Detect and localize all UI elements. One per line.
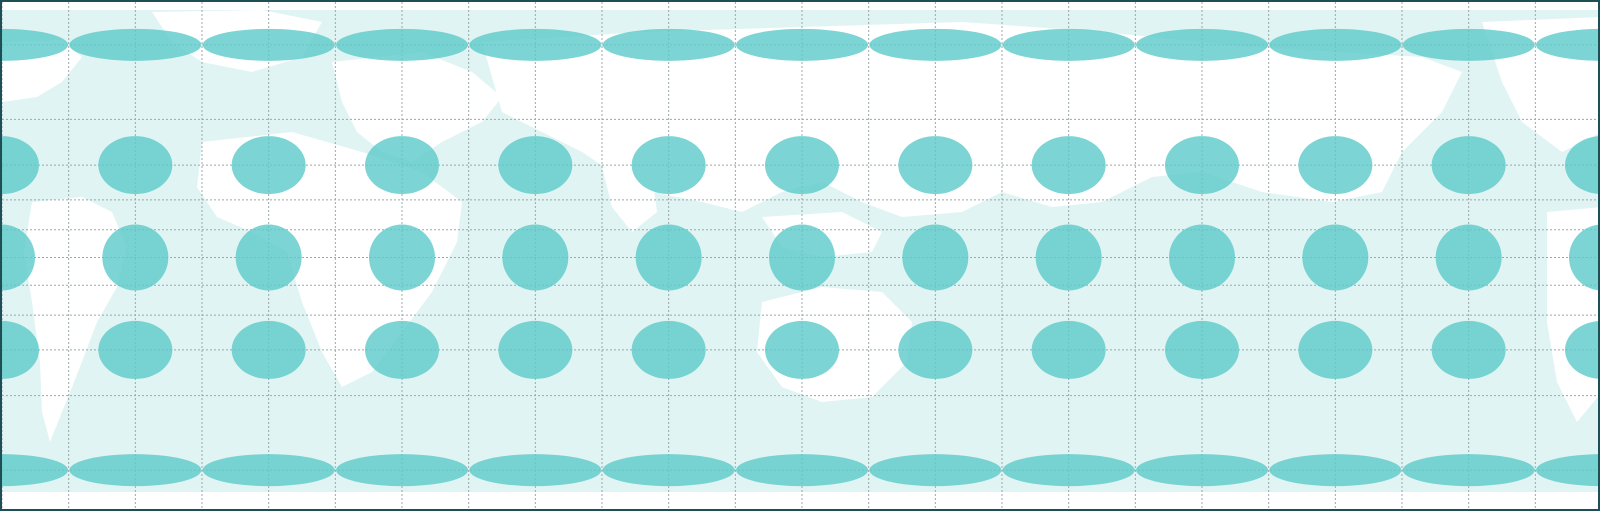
tissot-indicatrix <box>869 28 1002 61</box>
tissot-indicatrix <box>736 454 868 487</box>
tissot-indicatrix <box>469 454 602 487</box>
tissot-indicatrix <box>498 136 573 195</box>
tissot-indicatrix <box>898 136 973 195</box>
tissot-indicatrix <box>869 454 1002 487</box>
tissot-indicatrix <box>765 136 839 195</box>
tissot-indicatrix <box>2 224 35 291</box>
tissot-indicatrix <box>1165 320 1239 379</box>
tissot-indicatrix <box>1565 136 1598 194</box>
tissot-indicatrix <box>231 136 306 195</box>
tissot-indicatrix <box>1302 224 1369 291</box>
tissot-indicatrix <box>1165 136 1239 195</box>
tissot-indicatrix <box>69 28 202 61</box>
tissot-indicatrix <box>1569 224 1598 291</box>
landmass-europe <box>332 52 502 162</box>
tissot-indicatrix <box>1035 224 1102 291</box>
tissot-indicatrix <box>1402 28 1535 61</box>
tissot-indicatrix <box>336 454 468 487</box>
tissot-indicatrix <box>1031 136 1106 195</box>
tissot-indicatrix <box>369 224 435 291</box>
tissot-indicatrix <box>1565 321 1598 379</box>
tissot-indicatrix <box>1536 28 1598 61</box>
tissot-indicatrix <box>1169 224 1235 291</box>
tissot-indicatrix <box>202 454 335 487</box>
tissot-indicatrix <box>902 224 969 291</box>
tissot-indicatrix <box>1269 454 1402 487</box>
tissot-indicatrix <box>365 320 439 379</box>
tissot-indicatrix <box>98 320 173 379</box>
tissot-indicatrix <box>1298 136 1373 195</box>
tissot-indicatrix <box>736 28 868 61</box>
tissot-indicatrix <box>469 28 602 61</box>
tissot-indicatrix <box>898 320 973 379</box>
tissot-indicatrix <box>769 224 835 291</box>
landmass-antarctica <box>2 492 1598 509</box>
tissot-indicatrix <box>365 136 439 195</box>
tissot-indicatrix <box>2 28 68 61</box>
tissot-indicatrix <box>2 136 39 195</box>
landmass-south-america <box>24 197 127 442</box>
tissot-indicatrix <box>2 454 68 487</box>
tissot-indicatrix <box>1402 454 1535 487</box>
tissot-indicatrix <box>498 320 573 379</box>
tissot-indicatrix <box>2 320 39 379</box>
tissot-indicatrix <box>1002 454 1135 487</box>
tissot-indicatrix <box>98 136 173 195</box>
tissot-indicatrix <box>635 224 702 291</box>
tissot-indicatrix <box>1431 136 1506 195</box>
tissot-indicatrix <box>1435 224 1502 291</box>
tissot-indicatrix <box>231 320 306 379</box>
tissot-indicatrix <box>235 224 302 291</box>
tissot-indicatrix <box>336 28 468 61</box>
tissot-indicatrix <box>631 136 706 195</box>
tissot-indicatrix <box>502 224 569 291</box>
landmass-arctic <box>2 2 1598 10</box>
tissot-indicatrix <box>102 224 169 291</box>
tissot-indicatrix <box>602 28 735 61</box>
tissot-indicatrix <box>1431 320 1506 379</box>
tissot-indicatrix <box>1002 28 1135 61</box>
tissot-indicatrices <box>2 28 1598 487</box>
tissot-indicatrix <box>69 454 202 487</box>
tissot-indicatrix <box>1536 454 1598 487</box>
tissot-indicatrix <box>1269 28 1402 61</box>
tissot-indicatrix <box>602 454 735 487</box>
tissot-indicatrix <box>202 28 335 61</box>
tissot-indicatrix <box>1136 28 1268 61</box>
tissot-indicatrix <box>1136 454 1268 487</box>
tissot-indicatrix <box>765 320 839 379</box>
tissot-indicatrix <box>631 320 706 379</box>
tissot-indicatrix <box>1298 320 1373 379</box>
tissot-indicatrix <box>1031 320 1106 379</box>
